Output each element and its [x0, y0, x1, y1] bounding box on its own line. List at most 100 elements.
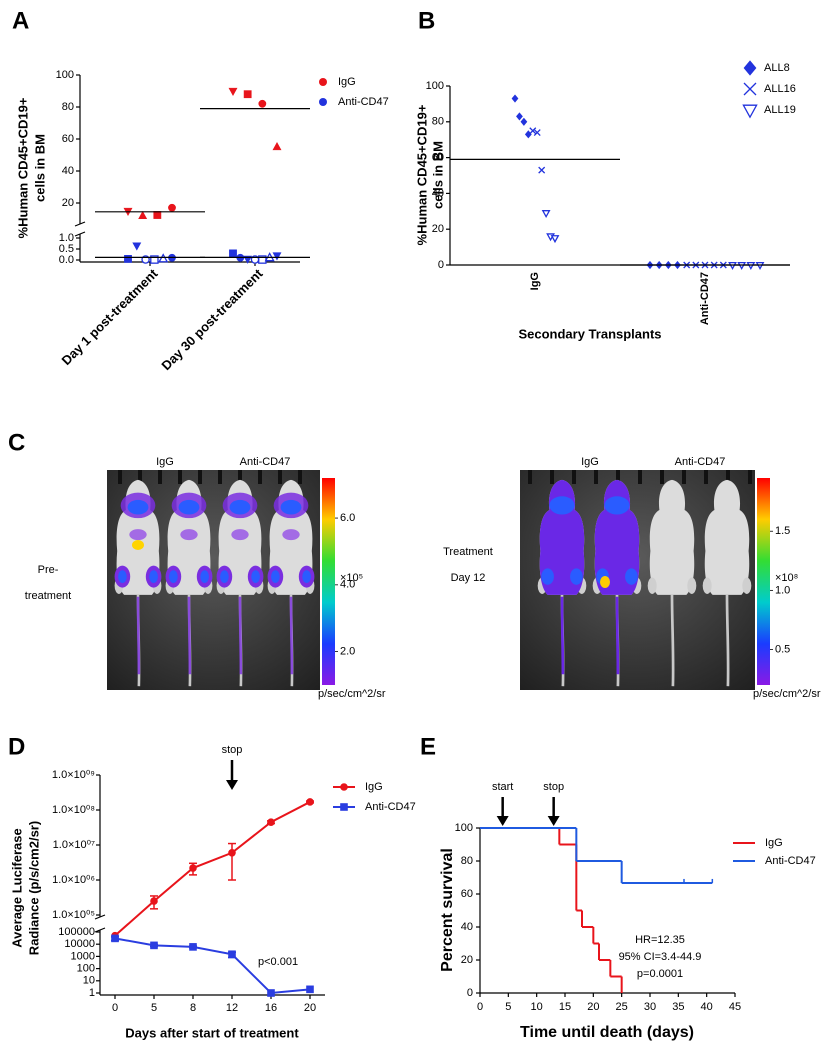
- arrow-head: [226, 780, 238, 790]
- x-tick-label: 16: [265, 1002, 277, 1014]
- axis-break: [94, 927, 106, 933]
- arrow-head: [496, 816, 509, 826]
- y-tick-label: 60: [461, 888, 473, 900]
- legend-marker: [319, 78, 327, 86]
- y-tick-label: 1.0×10⁰⁵: [52, 909, 95, 921]
- x-tick-label: 45: [729, 1001, 741, 1013]
- y-axis-label: Percent survival: [439, 848, 456, 972]
- y-tick-label: 1.0×10⁰⁷: [53, 839, 95, 851]
- arrow-head: [547, 816, 560, 826]
- point: [111, 934, 119, 943]
- colorbar-multiplier: ×10⁵: [340, 572, 363, 584]
- point: [189, 943, 197, 951]
- point: [168, 203, 176, 212]
- point: [258, 99, 267, 108]
- colorbar-tick-label: 2.0: [340, 646, 355, 658]
- legend-label: ALL8: [764, 62, 790, 74]
- legend-marker: [742, 104, 758, 119]
- panel-label: B: [418, 7, 435, 34]
- annotation: p<0.001: [258, 956, 298, 968]
- legend-label: ALL19: [764, 104, 796, 116]
- y-tick-label: 40: [62, 165, 74, 177]
- y-tick-label: 100000: [58, 926, 95, 938]
- legend-marker: [340, 783, 348, 791]
- x-tick-label: 8: [190, 1002, 196, 1014]
- x-tick-label: 12: [226, 1002, 238, 1014]
- colorbar-tick-label: 6.0: [340, 512, 355, 524]
- point: [158, 253, 169, 263]
- y-tick-label: 100: [426, 80, 444, 92]
- colorbar-multiplier: ×10⁸: [775, 572, 798, 584]
- axis-break: [74, 221, 86, 227]
- imaging-left: [107, 470, 335, 690]
- point: [228, 950, 236, 959]
- y-tick-label: 100: [77, 963, 95, 975]
- x-tick-label: 20: [304, 1002, 316, 1014]
- panel-label: C: [8, 429, 25, 456]
- y-axis-label: cells in BM: [430, 141, 445, 209]
- y-axis-label: Radiance (p/s/cm2/sr): [26, 821, 41, 955]
- y-tick-label: 80: [461, 855, 473, 867]
- y-tick-label: 1000: [71, 950, 95, 962]
- point: [511, 94, 519, 103]
- series-line: [114, 937, 311, 995]
- stats-text: HR=12.35: [635, 934, 685, 946]
- group-label: Anti-CD47: [240, 456, 291, 468]
- point: [272, 252, 282, 261]
- legend-marker: [319, 98, 327, 106]
- colorbar-unit: p/sec/cm^2/sr: [318, 688, 386, 700]
- x-tick-label: 20: [587, 1001, 599, 1013]
- condition-label: Day 12: [451, 572, 486, 584]
- panel-label: E: [420, 733, 436, 760]
- y-axis-label: %Human CD45+CD19+: [15, 97, 30, 238]
- y-tick-label: 80: [432, 116, 444, 128]
- axis-break: [74, 231, 86, 237]
- colorbar-tick-label: 4.0: [340, 579, 355, 591]
- colorbar-unit: p/sec/cm^2/sr: [753, 688, 821, 700]
- x-tick-label: 0: [112, 1002, 118, 1014]
- y-tick-label: 0.5: [59, 243, 74, 255]
- point: [267, 818, 275, 826]
- point: [272, 142, 282, 151]
- y-tick-label: 10000: [64, 938, 95, 950]
- point: [516, 112, 523, 121]
- x-tick-label: Day 30 post-treatment: [158, 265, 266, 373]
- x-axis-label: Time until death (days): [520, 1024, 694, 1041]
- annotation: stop: [543, 781, 564, 793]
- point: [306, 798, 314, 806]
- x-tick-label: 35: [672, 1001, 684, 1013]
- point: [124, 255, 132, 263]
- group-label: IgG: [156, 456, 174, 468]
- colorbar-tick-label: 1.5: [775, 525, 790, 537]
- x-tick-label: IgG: [529, 272, 541, 290]
- point: [533, 129, 541, 136]
- y-tick-label: 1.0×10⁰⁸: [52, 804, 95, 816]
- point: [150, 941, 158, 950]
- x-tick-label: Day 1 post-treatment: [59, 265, 162, 368]
- y-tick-label: 1.0×10⁰⁹: [52, 769, 95, 781]
- x-axis-label: Days after start of treatment: [125, 1025, 299, 1040]
- colorbar-tick-label: 1.0: [775, 584, 790, 596]
- point: [267, 989, 275, 997]
- x-axis-label: Secondary Transplants: [518, 326, 661, 341]
- annotation: start: [492, 781, 513, 793]
- condition-label: treatment: [25, 590, 71, 602]
- y-tick-label: 60: [432, 152, 444, 164]
- legend-label: Anti-CD47: [338, 96, 389, 108]
- x-tick-label: 15: [559, 1001, 571, 1013]
- x-tick-label: 40: [701, 1001, 713, 1013]
- point: [228, 87, 238, 96]
- point: [150, 255, 159, 264]
- point: [138, 210, 148, 219]
- point: [229, 249, 237, 258]
- x-tick-label: 10: [531, 1001, 543, 1013]
- legend-marker: [340, 803, 348, 811]
- point: [529, 127, 537, 135]
- y-tick-label: 0.0: [59, 254, 74, 266]
- y-tick-label: 100: [455, 822, 473, 834]
- point: [150, 897, 158, 905]
- stats-text: 95% CI=3.4-44.9: [619, 951, 702, 963]
- y-tick-label: 40: [432, 187, 444, 199]
- point: [524, 130, 532, 139]
- y-tick-label: 60: [62, 133, 74, 145]
